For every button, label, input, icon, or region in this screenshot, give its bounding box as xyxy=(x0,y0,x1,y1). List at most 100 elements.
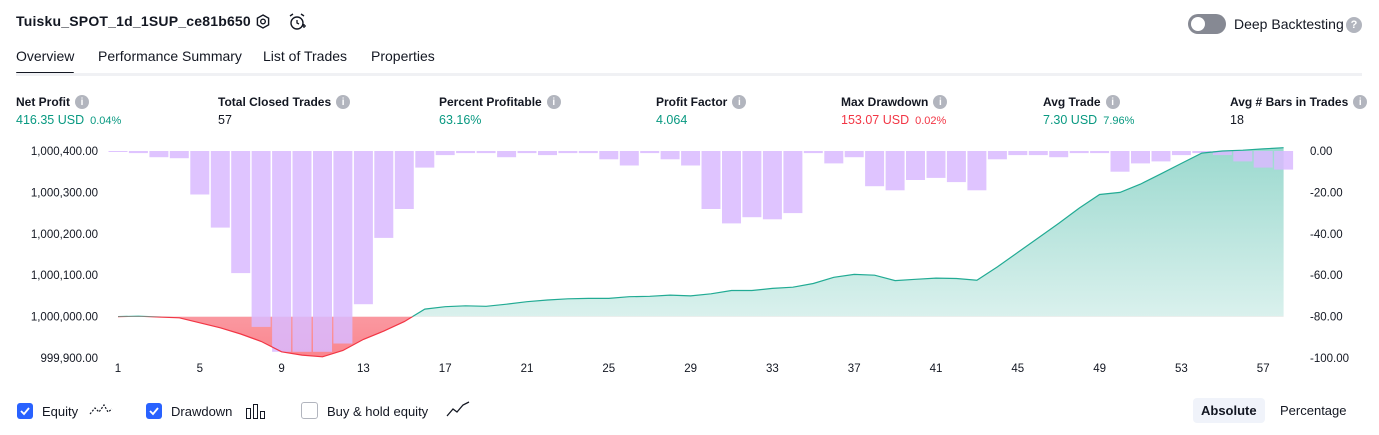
drawdown-checkbox[interactable] xyxy=(146,403,162,419)
drawdown-bar xyxy=(251,151,271,327)
info-icon[interactable]: i xyxy=(732,95,747,109)
drawdown-bar xyxy=(292,151,312,352)
drawdown-bar xyxy=(660,151,680,160)
drawdown-bar xyxy=(333,151,353,344)
drawdown-bar xyxy=(1233,151,1253,162)
drawdown-bar xyxy=(722,151,741,224)
left-axis-tick-label: 1,000,200.00 xyxy=(31,229,98,241)
drawdown-bar xyxy=(742,151,762,218)
right-axis-tick-label: 0.00 xyxy=(1310,146,1332,158)
drawdown-bar xyxy=(190,151,210,195)
tab-list-of-trades[interactable]: List of Trades xyxy=(263,48,348,64)
info-icon[interactable]: i xyxy=(336,95,351,109)
info-icon[interactable]: i xyxy=(546,95,561,109)
drawdown-bar xyxy=(374,151,394,238)
drawdown-bar xyxy=(1171,151,1191,156)
metric-label-text: Net Profit xyxy=(16,95,70,109)
left-axis-tick-label: 1,000,000.00 xyxy=(31,312,98,324)
metric-value: 416.35 USD 0.04% xyxy=(16,113,121,127)
equity-area-profit xyxy=(118,147,1284,317)
equity-drawdown-chart[interactable]: 1,000,400.00 1,000,300.00 1,000,200.00 1,00… xyxy=(0,140,1379,375)
drawdown-bar xyxy=(128,151,148,154)
drawdown-bar xyxy=(1192,151,1212,154)
settings-icon[interactable] xyxy=(253,12,273,32)
info-icon[interactable]: i xyxy=(75,95,89,109)
metric-value: 63.16% xyxy=(439,113,481,127)
x-axis-tick-label: 17 xyxy=(439,363,452,375)
metric-value: 7.30 USD 7.96% xyxy=(1043,113,1134,127)
metric-percent: 0.04% xyxy=(90,115,122,127)
drawdown-bar xyxy=(885,151,905,191)
metric-value-text: 153.07 USD xyxy=(841,113,910,127)
drawdown-bar xyxy=(1131,151,1150,164)
tab-properties[interactable]: Properties xyxy=(371,48,435,64)
metric-value-text: 18 xyxy=(1230,113,1244,127)
drawdown-bar xyxy=(701,151,721,209)
drawdown-bar xyxy=(987,151,1007,160)
info-icon[interactable]: i xyxy=(1105,95,1120,109)
drawdown-bar xyxy=(824,151,844,164)
info-icon[interactable]: i xyxy=(1353,95,1368,109)
tab-performance-summary[interactable]: Performance Summary xyxy=(98,48,242,64)
alarm-clock-plus-icon[interactable] xyxy=(287,12,307,32)
metric-percent: 7.96% xyxy=(1103,115,1135,127)
drawdown-bar xyxy=(681,151,701,166)
x-axis-tick-label: 49 xyxy=(1093,363,1106,375)
drawdown-bar xyxy=(415,151,435,168)
metric-value-text: 4.064 xyxy=(656,113,688,127)
drawdown-bar xyxy=(1151,151,1171,162)
tab-divider xyxy=(16,73,1362,76)
drawdown-bar xyxy=(476,151,496,154)
equity-label: Equity xyxy=(42,404,79,419)
drawdown-bar xyxy=(394,151,414,209)
drawdown-bar xyxy=(946,151,966,183)
metric-label: Profit Factor i xyxy=(656,95,747,109)
drawdown-bar xyxy=(1253,151,1273,168)
drawdown-bar xyxy=(865,151,885,187)
deep-backtesting-toggle[interactable] xyxy=(1188,14,1226,34)
metric-label: Max Drawdown i xyxy=(841,95,948,109)
metric-value: 18 xyxy=(1230,113,1244,127)
drawdown-bar xyxy=(1274,151,1294,170)
strategy-title: Tuisku_SPOT_1d_1SUP_ce81b650 xyxy=(16,13,251,29)
metric-percent: 0.02% xyxy=(915,115,947,127)
right-axis-tick-label: -20.00 xyxy=(1310,187,1343,199)
question-icon[interactable]: ? xyxy=(1346,17,1362,33)
x-axis-tick-label: 5 xyxy=(197,363,203,375)
equity-line xyxy=(117,147,1284,317)
drawdown-bar xyxy=(517,151,537,154)
percentage-button[interactable]: Percentage xyxy=(1280,403,1347,418)
drawdown-bar xyxy=(906,151,925,180)
drawdown-bar xyxy=(803,151,823,154)
drawdown-label: Drawdown xyxy=(171,404,233,419)
drawdown-bar xyxy=(1110,151,1130,172)
x-axis-tick-label: 45 xyxy=(1011,363,1024,375)
metric-value-text: 57 xyxy=(218,113,232,127)
absolute-button[interactable]: Absolute xyxy=(1193,398,1265,423)
left-axis-tick-label: 1,000,300.00 xyxy=(31,187,98,199)
drawdown-bar xyxy=(926,151,946,178)
buy-hold-label: Buy & hold equity xyxy=(327,404,429,419)
equity-line-below-start xyxy=(118,316,414,358)
tab-overview[interactable]: Overview xyxy=(16,48,75,75)
drawdown-bar xyxy=(313,151,332,352)
drawdown-bar xyxy=(272,151,292,352)
metric-label-text: Total Closed Trades xyxy=(218,95,332,109)
x-axis-tick-label: 57 xyxy=(1257,363,1270,375)
drawdown-bar xyxy=(108,151,128,152)
x-axis-tick-label: 53 xyxy=(1175,363,1188,375)
equity-checkbox[interactable] xyxy=(17,403,33,419)
right-axis-tick-label: -80.00 xyxy=(1310,312,1343,324)
drawdown-bar xyxy=(783,151,803,214)
buy-hold-checkbox[interactable] xyxy=(301,402,318,419)
metric-value: 4.064 xyxy=(656,113,687,127)
metric-label-text: Avg # Bars in Trades xyxy=(1230,95,1349,109)
info-icon[interactable]: i xyxy=(933,95,948,109)
metric-label-text: Percent Profitable xyxy=(439,95,542,109)
buy-hold-line-icon xyxy=(446,400,470,425)
metric-label-text: Profit Factor xyxy=(656,95,728,109)
drawdown-bar xyxy=(149,151,169,158)
left-axis-tick-label: 999,900.00 xyxy=(40,353,98,365)
drawdown-bar xyxy=(578,151,598,154)
toggle-knob xyxy=(1191,17,1205,31)
